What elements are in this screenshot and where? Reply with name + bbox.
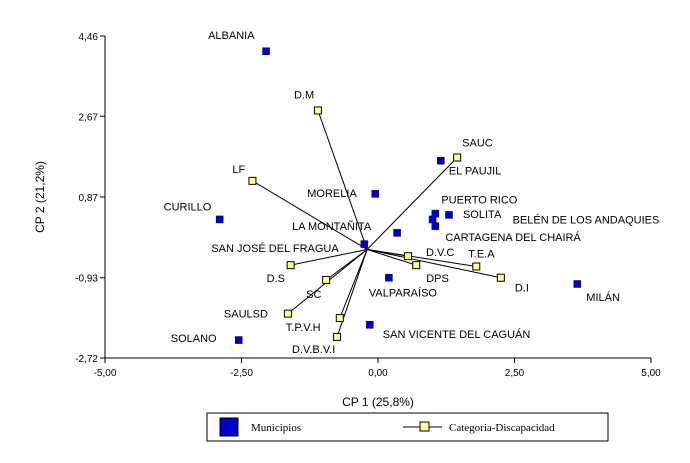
categoria-point: [333, 332, 342, 341]
point-label: SAUC: [462, 138, 493, 150]
categoria-point: [283, 309, 292, 318]
point-label: D.V.C: [426, 247, 454, 259]
y-tick-label: -0,93: [75, 274, 98, 285]
municipio-point: [431, 222, 440, 230]
municipio-point: [360, 240, 369, 248]
point-label: EL PAUJIL: [449, 166, 502, 178]
categoria-point: [313, 106, 322, 115]
vector-line: [339, 249, 368, 319]
point-label: LA MONTAÑITA: [292, 220, 372, 233]
categoria-point: [496, 273, 505, 282]
categoria-point: [335, 314, 344, 323]
categoria-point: [453, 153, 462, 162]
vector-line: [366, 248, 417, 266]
y-axis-title: CP 2 (21,2%): [33, 161, 47, 233]
point-label: ALBANIA: [208, 30, 255, 42]
point-label: T.E.A: [468, 249, 495, 261]
categoria-point: [286, 261, 295, 270]
legend: Municipios Categoria-Discapacidad: [206, 412, 609, 442]
legend-label-municipios: Municipios: [251, 422, 301, 434]
vector-line: [290, 248, 368, 266]
point-label: VALPARAÍSO: [369, 287, 438, 300]
municipio-point: [215, 215, 224, 224]
point-label: SAULSD: [224, 309, 268, 321]
municipio-point: [385, 273, 393, 282]
x-tick-label: 5,00: [641, 368, 661, 379]
point-label: SC: [306, 289, 321, 301]
point-label: D.M: [294, 89, 314, 101]
point-label: PUERTO RICO: [441, 195, 517, 207]
point-label: SOLANO: [171, 333, 217, 345]
vector-line: [366, 248, 501, 279]
municipio-point: [428, 215, 437, 224]
municipio-point: [445, 211, 453, 219]
categoria-point: [248, 176, 257, 185]
vector-line: [366, 157, 458, 250]
point-label: CARTAGENA DEL CHAIRÁ: [445, 231, 581, 244]
x-tick-label: -5,00: [94, 368, 117, 379]
data-points: [215, 47, 582, 344]
point-label: SAN JOSÉ DEL FRAGUA: [211, 242, 339, 255]
municipio-point: [573, 280, 582, 288]
categoria-point: [404, 252, 413, 261]
legend-swatch-categoria: [419, 421, 430, 432]
municipio-point: [366, 321, 374, 329]
x-tick-label: 0,00: [368, 368, 388, 379]
point-label: MORELIA: [307, 188, 357, 200]
point-label: BELÉN DE LOS ANDAQUIES: [513, 213, 660, 226]
y-tick-label: 2,67: [79, 112, 99, 123]
municipio-point: [371, 190, 380, 198]
point-label: MILÁN: [586, 291, 620, 304]
municipio-point: [393, 229, 401, 237]
point-label: SAN VICENTE DEL CAGUÁN: [383, 328, 531, 341]
point-label: LF: [232, 164, 245, 176]
point-label: SOLITA: [463, 209, 502, 221]
municipio-point: [437, 156, 445, 165]
axes: -5,00 -2,50 0,00 2,50 5,00 4,46 2,67 0,87 -0,93 -…: [75, 32, 661, 379]
municipio-point: [262, 47, 270, 55]
categoria-point: [472, 262, 481, 271]
vector-line: [252, 180, 368, 250]
municipio-point: [235, 336, 243, 344]
point-label: D.S: [267, 273, 285, 285]
vector-line: [336, 249, 368, 338]
x-tick-label: 2,50: [505, 368, 525, 379]
x-tick-label: -2,50: [230, 368, 253, 379]
point-label: D.I: [515, 283, 529, 295]
point-label: T.P.V.H: [286, 322, 321, 334]
vector-line: [317, 110, 368, 250]
categoria-point: [322, 275, 331, 284]
x-axis-title: CP 1 (25,8%): [342, 395, 414, 409]
y-tick-label: 4,46: [79, 32, 99, 43]
point-label: D.V.B.V.I: [292, 344, 335, 356]
point-label: CURILLO: [164, 201, 212, 213]
point-label: DPS: [426, 273, 449, 285]
vector-line: [367, 248, 477, 268]
legend-swatch-municipios: [219, 417, 239, 437]
y-tick-label: 0,87: [79, 193, 99, 204]
categoria-point: [412, 261, 421, 270]
y-tick-label: -2,72: [75, 354, 98, 365]
legend-label-categoria: Categoria-Discapacidad: [449, 422, 555, 434]
point-labels: ALBANIA CURILLO SOLANO MORELIA LA MONTAÑITA S…: [164, 30, 660, 356]
